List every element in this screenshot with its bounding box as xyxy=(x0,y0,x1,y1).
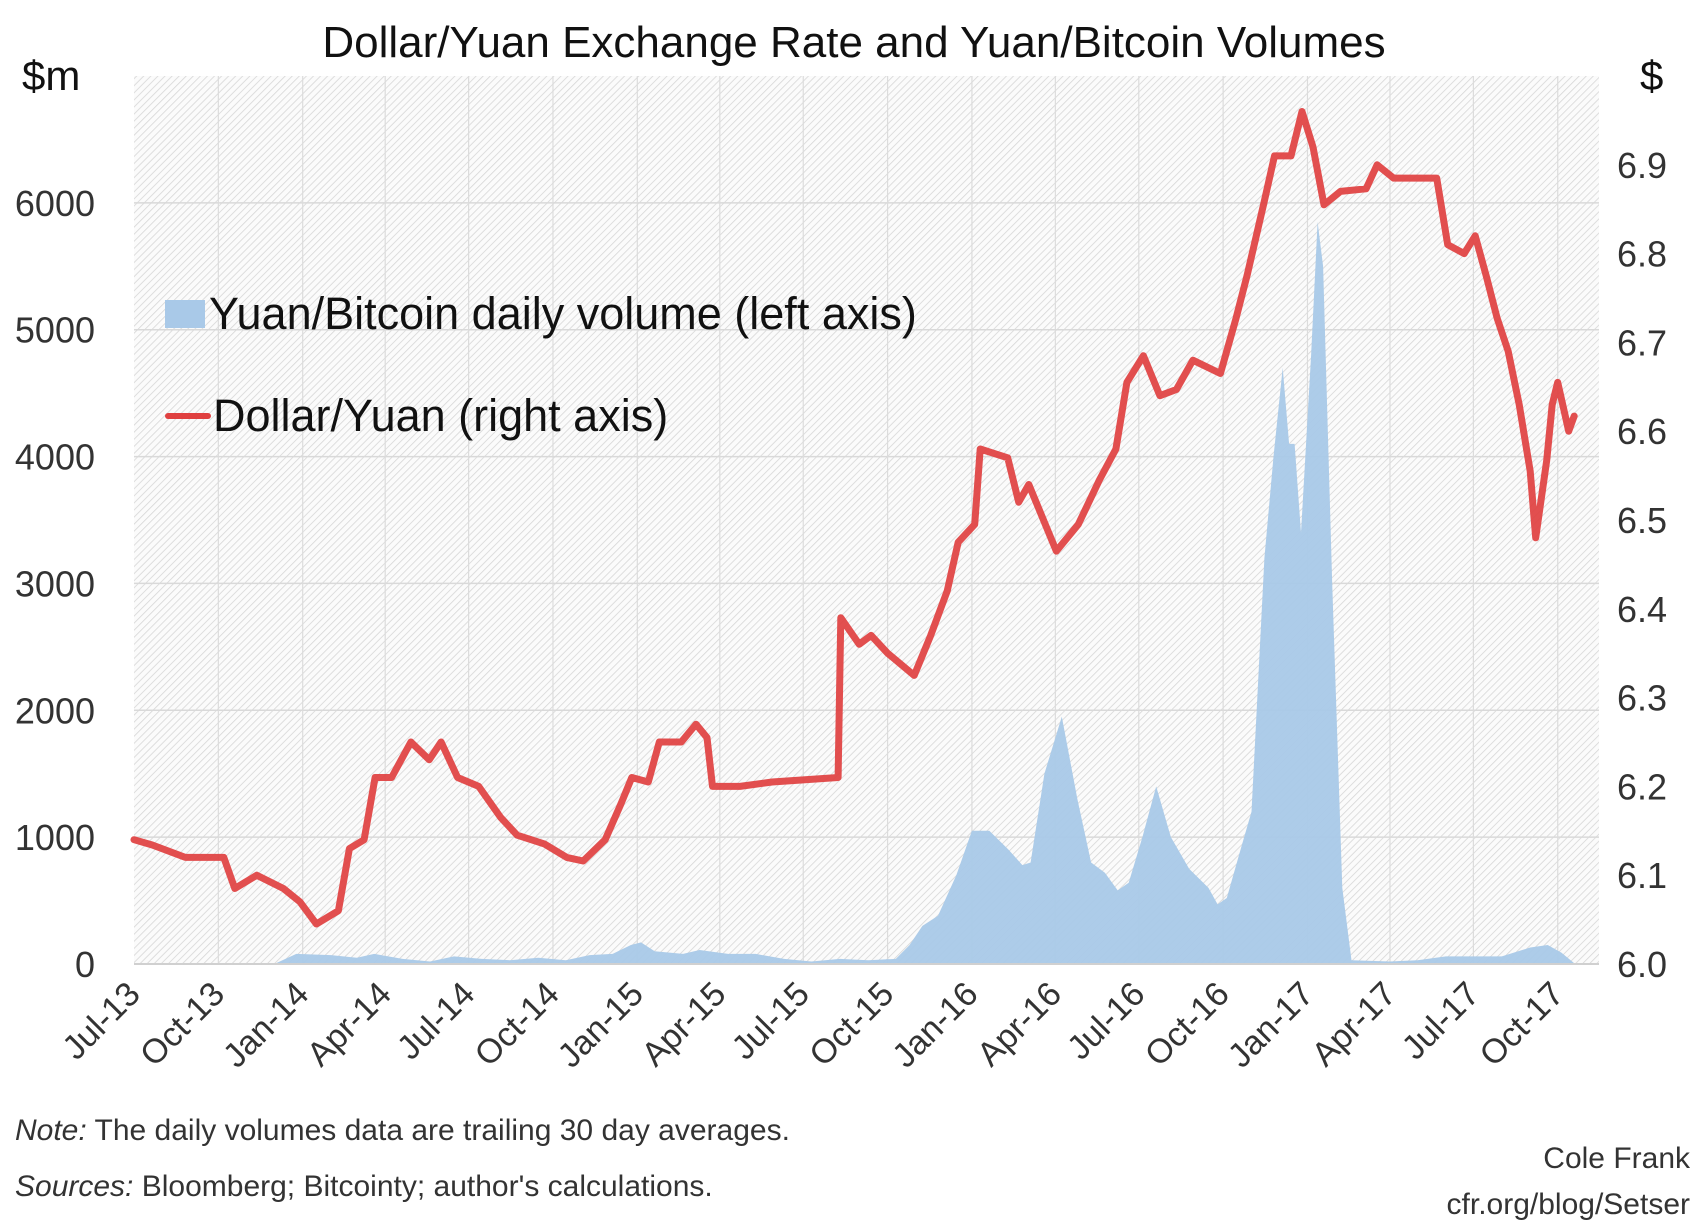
x-axis-tick-label: Apr-15 xyxy=(634,975,733,1074)
x-axis-tick-label: Oct-17 xyxy=(1472,975,1571,1074)
chart-title: Dollar/Yuan Exchange Rate and Yuan/Bitco… xyxy=(322,18,1386,67)
left-axis-tick-label: 1000 xyxy=(15,817,95,858)
left-axis-tick-label: 6000 xyxy=(15,183,95,224)
legend-swatch-area xyxy=(165,300,205,328)
left-axis-tick-label: 4000 xyxy=(15,437,95,478)
x-axis-tick-label: Jan-14 xyxy=(216,975,316,1075)
note-text: The daily volumes data are trailing 30 d… xyxy=(86,1114,790,1147)
right-axis-tick-label: 6.1 xyxy=(1617,855,1667,896)
sources: Sources: Bloomberg; Bitcointy; author's … xyxy=(15,1170,713,1204)
x-axis-tick-label: Apr-16 xyxy=(970,975,1069,1074)
credit-author: Cole Frank xyxy=(1543,1142,1690,1175)
note-label: Note: xyxy=(15,1114,87,1147)
right-axis-tick-label: 6.3 xyxy=(1617,678,1667,719)
right-axis-unit: $ xyxy=(1640,52,1664,99)
gridlines xyxy=(134,76,1599,964)
x-axis-tick-label: Jan-17 xyxy=(1221,975,1321,1075)
x-axis-tick-label: Jul-13 xyxy=(55,975,147,1067)
right-axis-tick-label: 6.0 xyxy=(1617,944,1667,985)
right-axis-tick-label: 6.7 xyxy=(1617,322,1667,363)
legend-label: Dollar/Yuan (right axis) xyxy=(213,390,669,441)
x-axis-tick-label: Jan-16 xyxy=(885,975,985,1075)
x-axis-tick-label: Oct-13 xyxy=(133,975,232,1074)
x-axis-tick-label: Jul-16 xyxy=(1060,975,1152,1067)
exchange-rate-line-series xyxy=(130,108,1578,928)
left-axis-tick-label: 2000 xyxy=(15,690,95,731)
volume-area-series xyxy=(134,221,1576,964)
note: Note: The daily volumes data are trailin… xyxy=(15,1114,790,1148)
exchange-rate-line xyxy=(130,108,1578,928)
x-axis-tick-label: Oct-15 xyxy=(802,975,901,1074)
x-axis-tick-label: Oct-14 xyxy=(468,975,567,1074)
right-axis-tick-label: 6.6 xyxy=(1617,411,1667,452)
x-axis-tick-label: Apr-17 xyxy=(1305,975,1404,1074)
left-axis-unit: $m xyxy=(22,52,81,99)
volume-area xyxy=(134,221,1576,964)
x-axis-tick-label: Jul-15 xyxy=(725,975,817,1067)
left-axis-tick-label: 5000 xyxy=(15,310,95,351)
x-axis-tick-label: Oct-16 xyxy=(1138,975,1237,1074)
left-axis-tick-label: 0 xyxy=(75,944,95,985)
sources-label: Sources: xyxy=(15,1170,134,1203)
right-axis-tick-label: 6.4 xyxy=(1617,589,1667,630)
x-axis-tick-label: Jan-15 xyxy=(551,975,651,1075)
right-axis-tick-label: 6.5 xyxy=(1617,500,1667,541)
legend-item-exchange-rate: Dollar/Yuan (right axis) xyxy=(165,390,668,442)
plot-background xyxy=(134,76,1599,964)
x-axis-tick-label: Jul-14 xyxy=(390,975,482,1067)
right-axis-tick-label: 6.8 xyxy=(1617,234,1667,275)
legend-item-volume: Yuan/Bitcoin daily volume (left axis) xyxy=(165,288,917,340)
right-axis-tick-label: 6.9 xyxy=(1617,145,1667,186)
left-axis-tick-label: 3000 xyxy=(15,563,95,604)
x-axis-tick-label: Apr-14 xyxy=(300,975,399,1074)
legend-swatch-line xyxy=(165,413,211,419)
x-axis-tick-label: Jul-17 xyxy=(1395,975,1487,1067)
sources-text: Bloomberg; Bitcointy; author's calculati… xyxy=(133,1170,713,1203)
credit-site: cfr.org/blog/Setser xyxy=(1446,1188,1690,1221)
legend-label: Yuan/Bitcoin daily volume (left axis) xyxy=(209,288,917,339)
right-axis-tick-label: 6.2 xyxy=(1617,766,1667,807)
